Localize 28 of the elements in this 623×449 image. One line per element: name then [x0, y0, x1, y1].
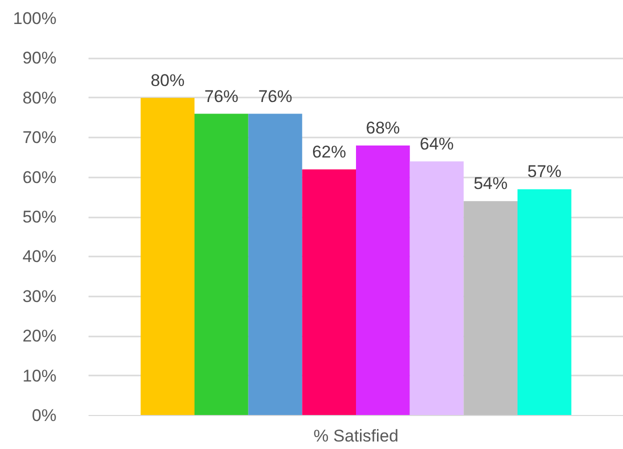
data-label: 76%	[204, 86, 238, 106]
bar	[302, 169, 356, 416]
bar	[410, 161, 464, 416]
x-tick-label: % Satisfied	[313, 426, 399, 446]
data-label: 68%	[366, 118, 400, 138]
y-tick-label: 0%	[32, 406, 57, 425]
data-label: 76%	[258, 86, 292, 106]
y-tick-label: 20%	[22, 326, 57, 346]
data-label: 54%	[474, 174, 508, 194]
data-label: 62%	[312, 142, 346, 162]
bar	[518, 189, 572, 416]
y-tick-label: 10%	[22, 366, 57, 386]
y-tick-label: 40%	[22, 247, 57, 266]
y-tick-label: 90%	[22, 48, 57, 68]
bar	[464, 201, 518, 416]
data-label: 64%	[420, 134, 454, 154]
bar	[194, 114, 248, 416]
bar	[356, 146, 410, 416]
bar	[140, 98, 194, 416]
data-label: 80%	[150, 70, 185, 90]
y-tick-label: 100%	[13, 9, 57, 28]
y-tick-label: 50%	[22, 208, 57, 226]
y-tick-label: 60%	[22, 168, 57, 187]
y-tick-label: 80%	[22, 88, 57, 108]
y-tick-label: 70%	[22, 128, 57, 148]
y-tick-label: 30%	[22, 286, 57, 306]
bar	[248, 114, 302, 416]
data-label: 57%	[527, 162, 562, 182]
